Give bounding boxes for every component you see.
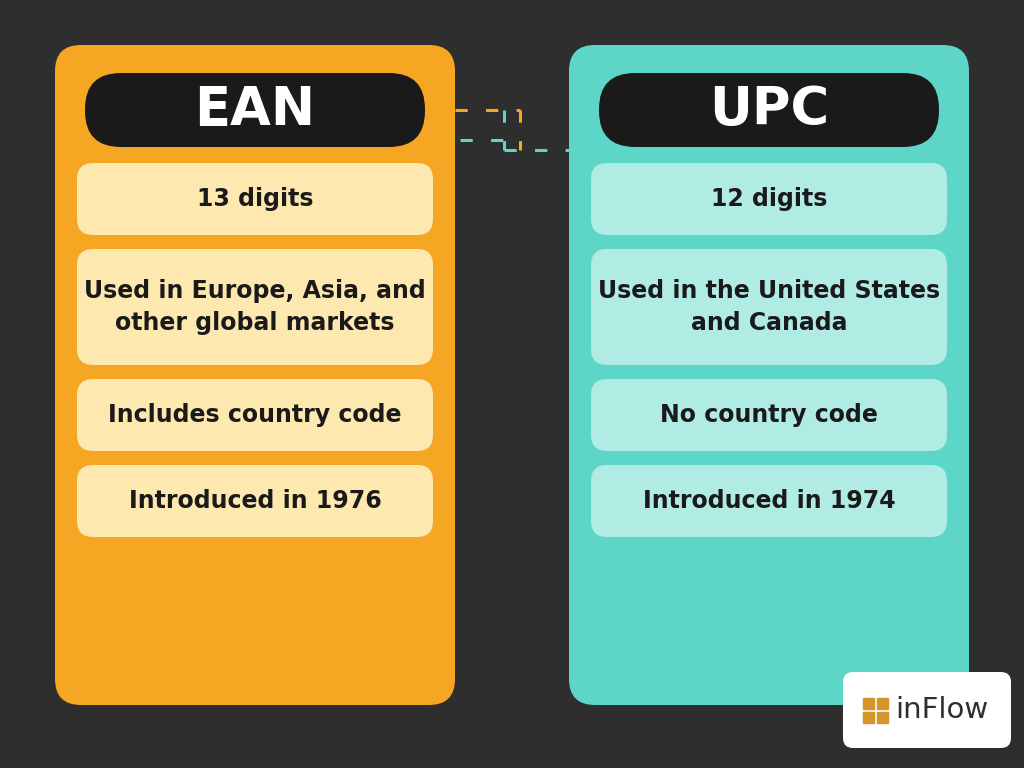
Text: No country code: No country code	[660, 403, 878, 427]
FancyBboxPatch shape	[591, 379, 947, 451]
FancyBboxPatch shape	[599, 73, 939, 147]
Text: Used in Europe, Asia, and
other global markets: Used in Europe, Asia, and other global m…	[84, 280, 426, 335]
Bar	[862, 697, 873, 709]
FancyBboxPatch shape	[591, 249, 947, 365]
Bar	[862, 711, 873, 723]
Bar	[877, 697, 888, 709]
Bar	[877, 711, 888, 723]
FancyBboxPatch shape	[77, 379, 433, 451]
FancyBboxPatch shape	[843, 672, 1011, 748]
FancyBboxPatch shape	[77, 163, 433, 235]
Text: UPC: UPC	[709, 84, 829, 136]
FancyBboxPatch shape	[77, 249, 433, 365]
Text: Used in the United States
and Canada: Used in the United States and Canada	[598, 280, 940, 335]
FancyBboxPatch shape	[85, 73, 425, 147]
Text: inFlow: inFlow	[895, 696, 988, 724]
Text: 13 digits: 13 digits	[197, 187, 313, 211]
Text: EAN: EAN	[195, 84, 315, 136]
Text: 12 digits: 12 digits	[711, 187, 827, 211]
FancyBboxPatch shape	[569, 45, 969, 705]
Text: Includes country code: Includes country code	[109, 403, 401, 427]
Text: Introduced in 1974: Introduced in 1974	[643, 489, 895, 513]
FancyBboxPatch shape	[55, 45, 455, 705]
FancyBboxPatch shape	[591, 465, 947, 537]
FancyBboxPatch shape	[77, 465, 433, 537]
FancyBboxPatch shape	[591, 163, 947, 235]
Text: Introduced in 1976: Introduced in 1976	[129, 489, 381, 513]
